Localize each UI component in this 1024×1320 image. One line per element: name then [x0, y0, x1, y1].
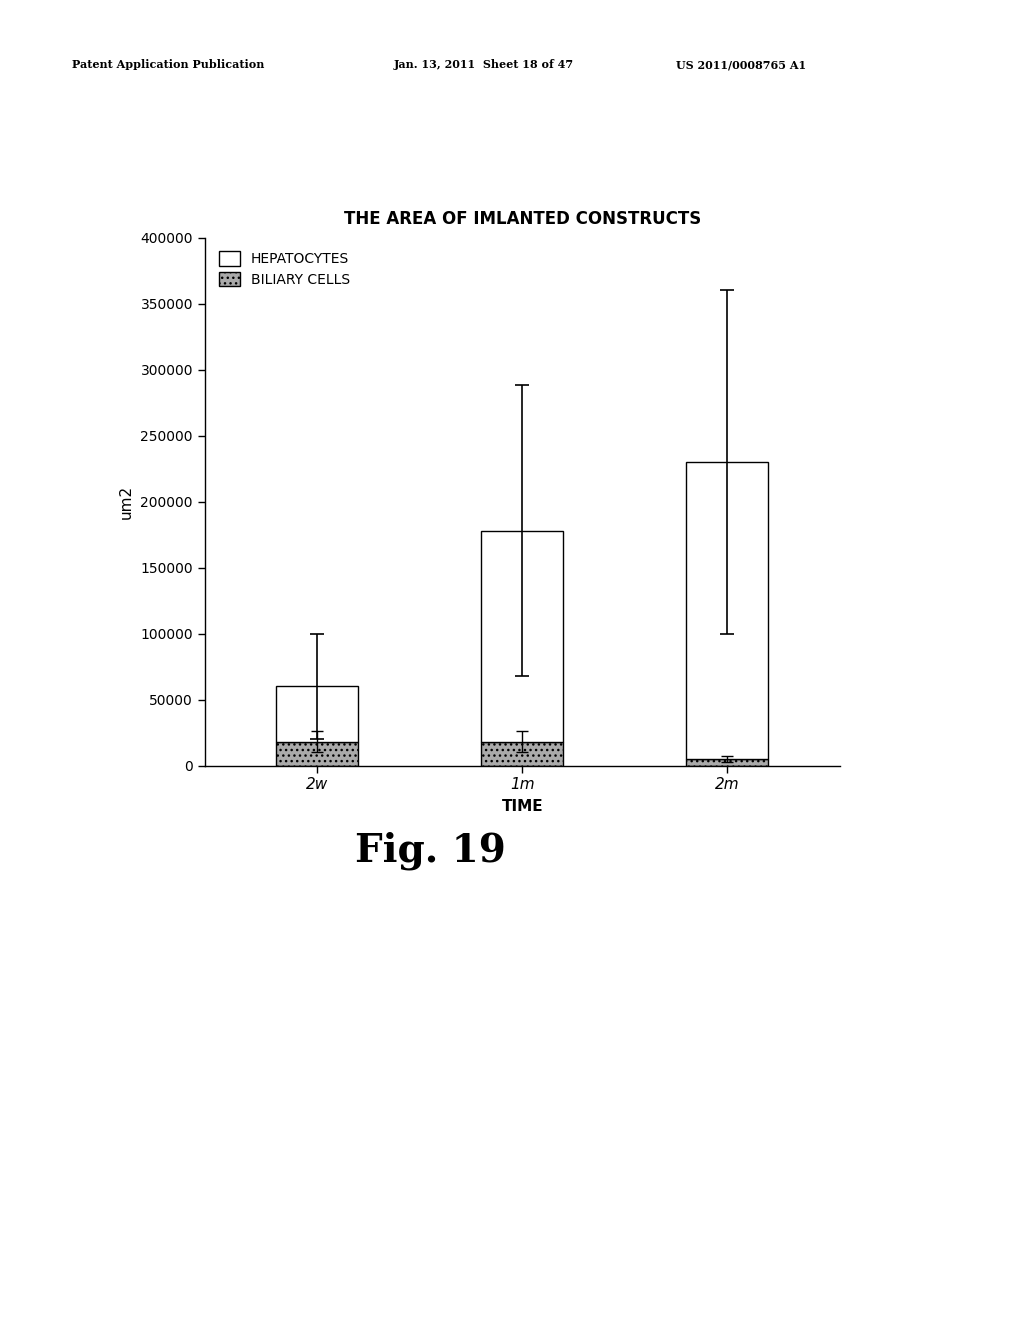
X-axis label: TIME: TIME — [502, 800, 543, 814]
Text: US 2011/0008765 A1: US 2011/0008765 A1 — [676, 59, 806, 70]
Title: THE AREA OF IMLANTED CONSTRUCTS: THE AREA OF IMLANTED CONSTRUCTS — [344, 210, 700, 228]
Text: Patent Application Publication: Patent Application Publication — [72, 59, 264, 70]
Bar — [686, 462, 768, 759]
Bar — [276, 742, 358, 766]
Legend: HEPATOCYTES, BILIARY CELLS: HEPATOCYTES, BILIARY CELLS — [212, 244, 356, 293]
Bar — [481, 742, 563, 766]
Text: Jan. 13, 2011  Sheet 18 of 47: Jan. 13, 2011 Sheet 18 of 47 — [394, 59, 574, 70]
Y-axis label: um2: um2 — [119, 484, 133, 519]
Bar — [276, 686, 358, 742]
Bar — [481, 531, 563, 742]
Bar — [686, 759, 768, 766]
Text: Fig. 19: Fig. 19 — [354, 832, 506, 870]
